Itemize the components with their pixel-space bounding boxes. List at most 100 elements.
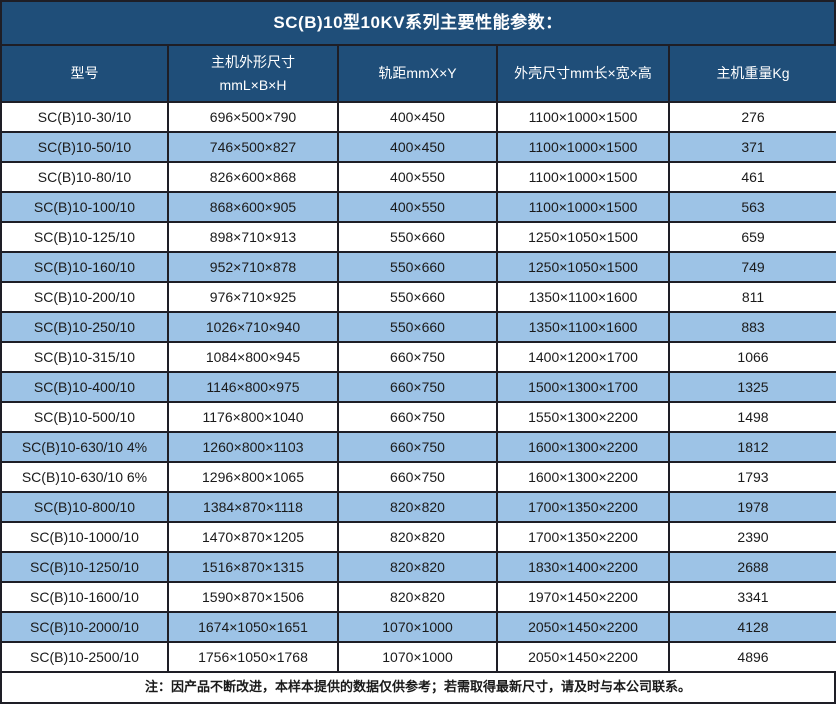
header-row: 型号 主机外形尺寸 mmL×B×H 轨距mmX×Y 外壳尺寸mm长×宽×高 主机…: [0, 44, 836, 103]
rail-cell: 400×450: [337, 101, 498, 133]
shell_size-cell: 1250×1050×1500: [496, 251, 670, 283]
model-cell: SC(B)10-125/10: [0, 221, 169, 253]
model-cell: SC(B)10-200/10: [0, 281, 169, 313]
table-header: 型号 主机外形尺寸 mmL×B×H 轨距mmX×Y 外壳尺寸mm长×宽×高 主机…: [0, 44, 836, 103]
page-title: SC(B)10型10KV系列主要性能参数：: [0, 0, 836, 44]
model-cell: SC(B)10-630/10 4%: [0, 431, 169, 463]
rail-cell: 820×820: [337, 491, 498, 523]
table-body: SC(B)10-30/10 696×500×790 400×450 1100×1000…: [0, 101, 836, 673]
host_size-cell: 1176×800×1040: [167, 401, 339, 433]
rail-cell: 820×820: [337, 521, 498, 553]
weight-cell: 659: [668, 221, 836, 253]
rail-cell: 660×750: [337, 401, 498, 433]
weight-cell: 749: [668, 251, 836, 283]
table-row: SC(B)10-630/10 4% 1260×800×1103 660×750 160…: [0, 431, 836, 463]
model-cell: SC(B)10-100/10: [0, 191, 169, 223]
host_size-cell: 898×710×913: [167, 221, 339, 253]
rail-cell: 820×820: [337, 581, 498, 613]
weight-cell: 4128: [668, 611, 836, 643]
host_size-cell: 1296×800×1065: [167, 461, 339, 493]
model-cell: SC(B)10-2500/10: [0, 641, 169, 673]
table-row: SC(B)10-125/10 898×710×913 550×660 1250×105…: [0, 221, 836, 253]
table-row: SC(B)10-1250/10 1516×870×1315 820×820 1830×…: [0, 551, 836, 583]
shell_size-cell: 1350×1100×1600: [496, 311, 670, 343]
host_size-cell: 868×600×905: [167, 191, 339, 223]
table-row: SC(B)10-80/10 826×600×868 400×550 1100×1000…: [0, 161, 836, 193]
column-header-weight: 主机重量Kg: [668, 44, 836, 103]
weight-cell: 2688: [668, 551, 836, 583]
table-row: SC(B)10-1600/10 1590×870×1506 820×820 1970×…: [0, 581, 836, 613]
host_size-cell: 696×500×790: [167, 101, 339, 133]
shell_size-cell: 1550×1300×2200: [496, 401, 670, 433]
shell_size-cell: 1250×1050×1500: [496, 221, 670, 253]
column-header-model: 型号: [0, 44, 169, 103]
table-row: SC(B)10-800/10 1384×870×1118 820×820 1700×1…: [0, 491, 836, 523]
host_size-cell: 1026×710×940: [167, 311, 339, 343]
weight-cell: 883: [668, 311, 836, 343]
footer-note: 注：因产品不断改进，本样本提供的数据仅供参考；若需取得最新尺寸，请及时与本公司联…: [0, 673, 836, 704]
shell_size-cell: 2050×1450×2200: [496, 611, 670, 643]
model-cell: SC(B)10-630/10 6%: [0, 461, 169, 493]
column-header-label: 轨距mmX×Y: [378, 65, 457, 82]
host_size-cell: 1756×1050×1768: [167, 641, 339, 673]
table-row: SC(B)10-160/10 952×710×878 550×660 1250×105…: [0, 251, 836, 283]
table-row: SC(B)10-400/10 1146×800×975 660×750 1500×13…: [0, 371, 836, 403]
host_size-cell: 1516×870×1315: [167, 551, 339, 583]
model-cell: SC(B)10-800/10: [0, 491, 169, 523]
column-header-label: 主机外形尺寸: [211, 54, 295, 71]
rail-cell: 1070×1000: [337, 641, 498, 673]
table-row: SC(B)10-315/10 1084×800×945 660×750 1400×12…: [0, 341, 836, 373]
shell_size-cell: 1700×1350×2200: [496, 491, 670, 523]
shell_size-cell: 2050×1450×2200: [496, 641, 670, 673]
host_size-cell: 1084×800×945: [167, 341, 339, 373]
rail-cell: 550×660: [337, 281, 498, 313]
model-cell: SC(B)10-80/10: [0, 161, 169, 193]
table-row: SC(B)10-500/10 1176×800×1040 660×750 1550×1…: [0, 401, 836, 433]
model-cell: SC(B)10-400/10: [0, 371, 169, 403]
model-cell: SC(B)10-1000/10: [0, 521, 169, 553]
model-cell: SC(B)10-250/10: [0, 311, 169, 343]
weight-cell: 811: [668, 281, 836, 313]
rail-cell: 660×750: [337, 371, 498, 403]
weight-cell: 1325: [668, 371, 836, 403]
table-row: SC(B)10-2500/10 1756×1050×1768 1070×1000 20…: [0, 641, 836, 673]
column-header-rail-gauge: 轨距mmX×Y: [337, 44, 498, 103]
shell_size-cell: 1830×1400×2200: [496, 551, 670, 583]
shell_size-cell: 1100×1000×1500: [496, 131, 670, 163]
weight-cell: 563: [668, 191, 836, 223]
shell_size-cell: 1100×1000×1500: [496, 191, 670, 223]
weight-cell: 4896: [668, 641, 836, 673]
shell_size-cell: 1400×1200×1700: [496, 341, 670, 373]
model-cell: SC(B)10-500/10: [0, 401, 169, 433]
host_size-cell: 746×500×827: [167, 131, 339, 163]
rail-cell: 660×750: [337, 431, 498, 463]
table-row: SC(B)10-30/10 696×500×790 400×450 1100×1000…: [0, 101, 836, 133]
table-row: SC(B)10-100/10 868×600×905 400×550 1100×100…: [0, 191, 836, 223]
table-row: SC(B)10-200/10 976×710×925 550×660 1350×110…: [0, 281, 836, 313]
column-header-label: 外壳尺寸mm长×宽×高: [514, 65, 652, 82]
table-row: SC(B)10-2000/10 1674×1050×1651 1070×1000 20…: [0, 611, 836, 643]
weight-cell: 276: [668, 101, 836, 133]
host_size-cell: 1590×870×1506: [167, 581, 339, 613]
weight-cell: 1498: [668, 401, 836, 433]
table-row: SC(B)10-50/10 746×500×827 400×450 1100×1000…: [0, 131, 836, 163]
rail-cell: 1070×1000: [337, 611, 498, 643]
host_size-cell: 826×600×868: [167, 161, 339, 193]
weight-cell: 1978: [668, 491, 836, 523]
model-cell: SC(B)10-1250/10: [0, 551, 169, 583]
column-header-host-dimensions: 主机外形尺寸 mmL×B×H: [167, 44, 339, 103]
host_size-cell: 1260×800×1103: [167, 431, 339, 463]
model-cell: SC(B)10-2000/10: [0, 611, 169, 643]
weight-cell: 2390: [668, 521, 836, 553]
weight-cell: 3341: [668, 581, 836, 613]
rail-cell: 550×660: [337, 221, 498, 253]
rail-cell: 660×750: [337, 461, 498, 493]
weight-cell: 371: [668, 131, 836, 163]
model-cell: SC(B)10-50/10: [0, 131, 169, 163]
table-row: SC(B)10-250/10 1026×710×940 550×660 1350×11…: [0, 311, 836, 343]
weight-cell: 1066: [668, 341, 836, 373]
shell_size-cell: 1100×1000×1500: [496, 101, 670, 133]
host_size-cell: 1470×870×1205: [167, 521, 339, 553]
column-header-label: 主机重量Kg: [716, 65, 790, 82]
